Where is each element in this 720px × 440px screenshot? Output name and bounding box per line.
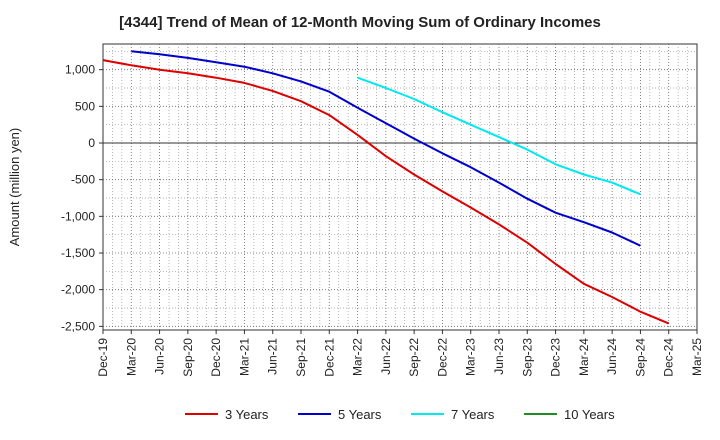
x-tick-label: Sep-22 — [407, 338, 421, 377]
y-tick-label: -2,000 — [61, 283, 95, 297]
legend-label: 5 Years — [338, 407, 382, 422]
x-tick-label: Jun-23 — [492, 338, 506, 375]
x-tick-label: Dec-21 — [322, 338, 336, 377]
series-line-7-years — [357, 76, 641, 196]
x-tick-label: Mar-21 — [237, 338, 251, 376]
x-tick-label: Dec-23 — [549, 338, 563, 377]
x-tick-label: Jun-20 — [153, 338, 167, 375]
x-tick-label: Dec-20 — [209, 338, 223, 377]
x-tick-label: Dec-22 — [435, 338, 449, 377]
chart-title: [4344] Trend of Mean of 12-Month Moving … — [119, 14, 601, 31]
x-tick-label: Sep-21 — [294, 338, 308, 377]
x-tick-label: Sep-24 — [633, 338, 647, 377]
x-tick-label: Mar-23 — [464, 338, 478, 376]
y-tick-label: 0 — [88, 136, 95, 150]
x-tick-label: Sep-20 — [181, 338, 195, 377]
legend-label: 3 Years — [225, 407, 269, 422]
legend-label: 10 Years — [564, 407, 615, 422]
x-tick-label: Jun-21 — [266, 338, 280, 375]
y-tick-label: -500 — [71, 173, 95, 187]
plot-area — [102, 43, 698, 331]
x-tick-label: Mar-25 — [690, 338, 704, 376]
y-tick-label: -2,500 — [61, 319, 95, 333]
series-line-5-years — [131, 50, 641, 247]
x-tick-label: Mar-22 — [351, 338, 365, 376]
y-tick-label: -1,500 — [61, 246, 95, 260]
x-tick-label: Mar-24 — [577, 338, 591, 376]
y-tick-label: 500 — [75, 99, 95, 113]
y-axis-title: Amount (million yen) — [7, 128, 22, 247]
x-tick-label: Dec-19 — [96, 338, 110, 377]
legend-label: 7 Years — [451, 407, 495, 422]
series-line-3-years — [102, 59, 670, 325]
x-tick-label: Sep-23 — [520, 338, 534, 377]
x-tick-label: Dec-24 — [662, 338, 676, 377]
x-tick-label: Mar-20 — [124, 338, 138, 376]
x-tick-label: Jun-24 — [605, 338, 619, 375]
y-tick-label: 1,000 — [65, 63, 95, 77]
y-tick-label: -1,000 — [61, 209, 95, 223]
x-tick-label: Jun-22 — [379, 338, 393, 375]
